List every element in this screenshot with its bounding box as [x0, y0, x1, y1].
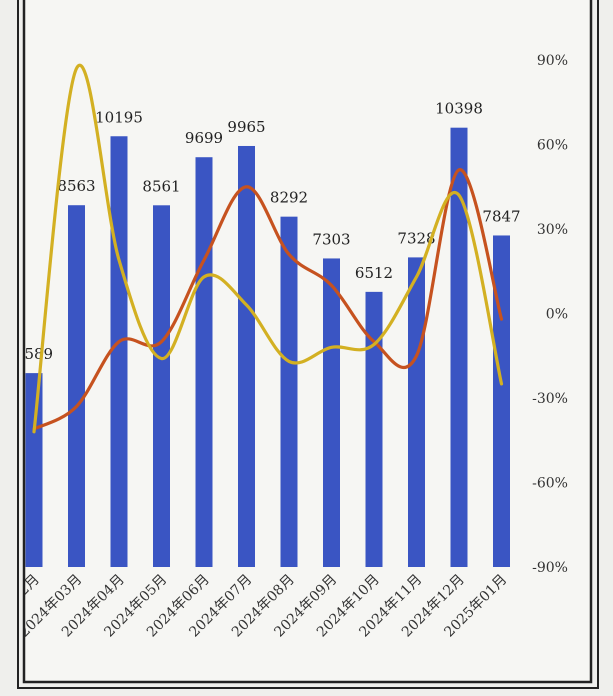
bar [25, 373, 43, 567]
frame [17, 0, 599, 689]
bar-label: 8561 [142, 177, 180, 195]
bar [238, 145, 255, 567]
bar [323, 258, 340, 567]
bar-label: 7847 [482, 207, 520, 225]
bar-label: 7303 [312, 230, 350, 248]
bar-label: 8563 [57, 177, 95, 195]
right-axis-tick: -90% [532, 560, 568, 576]
bar [68, 205, 85, 567]
right-axis-tick: 90% [537, 53, 568, 69]
orange-line [32, 168, 504, 431]
right-axis-tick: -30% [532, 391, 568, 407]
bar [408, 257, 425, 567]
bar-label: 6512 [355, 264, 393, 282]
bar-label: 4589 [15, 345, 53, 363]
right-axis-tick: -60% [532, 476, 568, 492]
bar-label: 8292 [270, 189, 308, 207]
bar [450, 127, 468, 567]
bar [365, 291, 383, 567]
bar-label: 9699 [185, 129, 223, 147]
right-axis-tick: 30% [537, 222, 568, 238]
bar [110, 136, 128, 568]
frame-outer [17, 0, 599, 689]
right-axis-tick: 60% [537, 138, 568, 154]
bar [493, 235, 510, 568]
frame-inner [22, 0, 593, 684]
bar [195, 157, 213, 567]
right-axis-tick: 0% [546, 307, 568, 323]
bar [153, 205, 170, 568]
bar-label: 9965 [227, 118, 265, 136]
bar-label: 10195 [95, 108, 143, 126]
yellow-line [32, 63, 504, 434]
bar-label: 10398 [435, 100, 483, 118]
bar [280, 216, 298, 567]
bar-label: 7328 [397, 229, 435, 247]
